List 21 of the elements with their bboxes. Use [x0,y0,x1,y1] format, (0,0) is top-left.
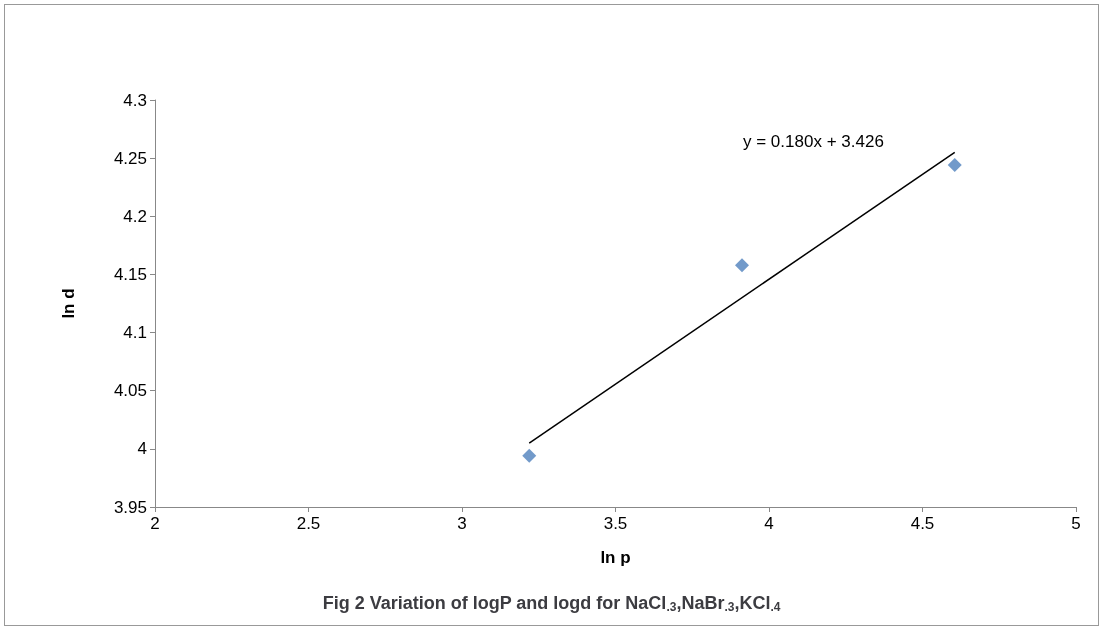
x-tick-label: 2 [150,514,160,533]
x-tick-label: 2.5 [296,514,321,533]
y-axis-title: ln d [59,288,78,319]
point [947,158,962,173]
x-tick-label: 4 [764,514,774,533]
y-tick-label: 4.1 [123,323,147,343]
y-tick-label: 4.05 [113,381,147,401]
x-tick-label: 3.5 [603,514,628,533]
annotation: y = 0.180x + 3.426 [743,132,884,151]
x-tick-label: 4.5 [910,514,935,533]
x-tick-label: 3 [457,514,467,533]
point [734,258,749,273]
y-tick-label: 4.3 [123,90,147,110]
y-tick-label: 4.2 [123,206,147,226]
y-tick-label: 4.25 [113,148,147,168]
y-tick-label: 4.15 [113,264,147,284]
x-tick-label: 5 [1071,514,1081,533]
y-tick-label: 3.95 [113,497,147,517]
y-tick-label: 4 [137,439,147,459]
x-axis-title: ln p [600,548,631,567]
point [522,448,537,463]
